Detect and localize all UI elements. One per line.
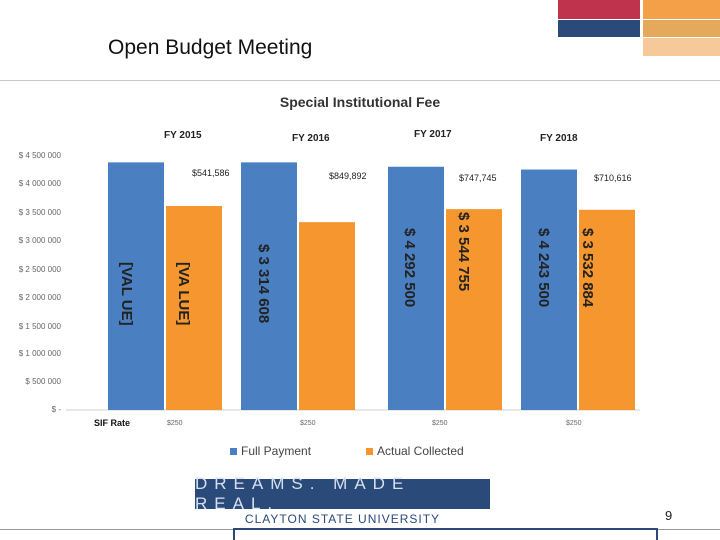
y-tick-label: $ - (51, 405, 61, 414)
decor-block-tan (643, 20, 720, 37)
legend-swatch-full-payment (230, 447, 237, 455)
y-tick-label: $ 3 500 000 (18, 208, 61, 217)
y-tick-label: $ 2 500 000 (18, 265, 61, 274)
bar-full-payment-fy2017 (388, 166, 444, 410)
y-tick-label: $ 2 000 000 (18, 293, 61, 302)
bar-full-payment-fy2018 (521, 169, 577, 410)
university-name: CLAYTON STATE UNIVERSITY (244, 512, 441, 526)
difference-label-fy2015: $541,586 (192, 168, 230, 178)
bar-full-payment-fy2016 (241, 162, 297, 410)
sif-rate-fy2017: $250 (432, 420, 448, 427)
legend-label-actual-collected: Actual Collected (377, 444, 464, 458)
bar-actual-collected-fy2015 (166, 206, 222, 410)
difference-label-fy2016: $849,892 (329, 171, 367, 181)
footer-frame (233, 528, 658, 540)
sif-rate-fy2016: $250 (300, 420, 316, 427)
brand-tagline-banner: DREAMS. MADE REAL. (195, 474, 490, 513)
y-tick-label: $ 1 000 000 (18, 349, 61, 358)
bar-label-full-fy2017: $ 4 292 500 (401, 228, 418, 308)
bar-actual-collected-fy2016 (299, 222, 355, 410)
bar-actual-collected-fy2017 (446, 209, 502, 410)
title-rule (0, 80, 720, 81)
decor-block-navy (558, 20, 640, 37)
page-number: 9 (665, 508, 673, 523)
sif-rate-label: SIF Rate (94, 418, 131, 428)
bar-label-actual-fy2016: $ 3 314 608 (255, 244, 272, 324)
bar-label-actual-fy2015: [VA LUE] (175, 262, 192, 326)
sif-rate-fy2015: $250 (167, 420, 183, 427)
bar-label-full-fy2015: [VAL UE] (118, 262, 135, 326)
category-label-fy2018: FY 2018 (540, 133, 578, 144)
decor-block-peach (643, 38, 720, 56)
slide-title: Open Budget Meeting (108, 36, 313, 59)
sif-rate-fy2018: $250 (566, 420, 582, 427)
legend-item-full-payment: Full Payment (230, 444, 311, 458)
category-label-fy2017: FY 2017 (414, 129, 452, 140)
decor-block-red (558, 0, 640, 19)
y-tick-label: $ 4 000 000 (18, 179, 61, 188)
bar-actual-collected-fy2018 (579, 209, 635, 410)
chart-title: Special Institutional Fee (279, 94, 441, 110)
y-tick-label: $ 4 500 000 (18, 151, 61, 160)
legend-item-actual-collected: Actual Collected (366, 444, 464, 458)
y-tick-label: $ 500 000 (25, 377, 61, 386)
difference-label-fy2017: $747,745 (459, 173, 497, 183)
y-tick-label: $ 1 500 000 (18, 322, 61, 331)
bar-label-actual-fy2018: $ 3 532 884 (579, 228, 596, 308)
y-tick-label: $ 3 000 000 (18, 236, 61, 245)
legend-swatch-actual-collected (366, 447, 373, 455)
category-label-fy2016: FY 2016 (292, 133, 330, 144)
decor-block-orange (643, 0, 720, 19)
bar-label-full-fy2018: $ 4 243 500 (535, 228, 552, 308)
bar-label-actual-fy2017: $ 3 544 755 (455, 212, 472, 292)
category-label-fy2015: FY 2015 (164, 130, 202, 141)
legend-label-full-payment: Full Payment (241, 444, 312, 458)
bar-full-payment-fy2015 (108, 162, 164, 410)
difference-label-fy2018: $710,616 (594, 173, 632, 183)
